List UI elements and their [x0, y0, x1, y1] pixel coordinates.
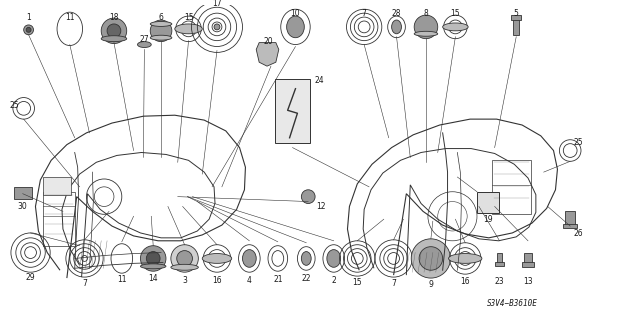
- Ellipse shape: [171, 264, 198, 270]
- Circle shape: [177, 251, 193, 266]
- Text: 23: 23: [495, 277, 504, 286]
- Circle shape: [147, 252, 160, 265]
- Ellipse shape: [301, 252, 311, 265]
- Text: 15: 15: [184, 13, 193, 22]
- Text: 14: 14: [148, 274, 158, 283]
- Bar: [492, 160, 531, 214]
- Bar: [44, 177, 71, 195]
- Text: 16: 16: [460, 277, 470, 286]
- Text: 28: 28: [392, 9, 401, 18]
- Ellipse shape: [392, 20, 401, 34]
- Bar: [565, 211, 575, 227]
- Bar: [14, 187, 31, 199]
- Text: 6: 6: [159, 13, 163, 22]
- Circle shape: [107, 24, 121, 38]
- Text: 15: 15: [353, 278, 362, 287]
- Circle shape: [412, 239, 451, 278]
- Circle shape: [214, 24, 220, 30]
- Text: 25: 25: [573, 138, 583, 147]
- Text: 26: 26: [573, 229, 583, 238]
- Circle shape: [26, 27, 31, 32]
- Text: 3: 3: [182, 276, 187, 285]
- Text: 21: 21: [273, 275, 282, 284]
- Circle shape: [414, 15, 438, 39]
- Text: 27: 27: [140, 35, 149, 44]
- Bar: [522, 263, 534, 267]
- Text: 4: 4: [247, 276, 252, 285]
- Text: 7: 7: [362, 9, 367, 18]
- Ellipse shape: [287, 16, 304, 38]
- Circle shape: [140, 246, 166, 271]
- Bar: [513, 19, 519, 35]
- Text: 25: 25: [10, 101, 20, 110]
- Ellipse shape: [150, 35, 172, 40]
- Text: 29: 29: [26, 273, 35, 282]
- Text: 7: 7: [391, 279, 396, 288]
- Text: 18: 18: [109, 13, 118, 22]
- Circle shape: [419, 247, 443, 270]
- Text: 5: 5: [514, 9, 518, 18]
- Ellipse shape: [175, 24, 202, 34]
- Circle shape: [101, 18, 127, 44]
- Text: 19: 19: [483, 215, 493, 224]
- Text: 7: 7: [82, 279, 87, 288]
- Text: 13: 13: [523, 277, 533, 286]
- Ellipse shape: [202, 254, 232, 263]
- Bar: [495, 263, 504, 266]
- Ellipse shape: [150, 21, 172, 26]
- Text: 17: 17: [212, 0, 222, 8]
- Circle shape: [301, 190, 315, 204]
- Circle shape: [150, 20, 172, 41]
- Text: S3V4−B3610E: S3V4−B3610E: [487, 299, 538, 308]
- Bar: [511, 15, 521, 20]
- Text: 11: 11: [65, 13, 74, 22]
- Bar: [477, 192, 499, 213]
- Text: 22: 22: [301, 274, 311, 283]
- Ellipse shape: [243, 250, 256, 267]
- Ellipse shape: [101, 36, 127, 41]
- Text: 20: 20: [263, 37, 273, 46]
- Text: 24: 24: [314, 76, 324, 85]
- Bar: [44, 192, 75, 246]
- Text: 30: 30: [18, 202, 28, 211]
- Ellipse shape: [414, 31, 438, 36]
- Bar: [524, 253, 532, 264]
- Bar: [563, 224, 577, 228]
- Ellipse shape: [138, 41, 151, 48]
- Circle shape: [24, 25, 33, 35]
- Ellipse shape: [327, 250, 340, 267]
- Text: 8: 8: [424, 9, 428, 18]
- Ellipse shape: [443, 23, 468, 31]
- Text: 1: 1: [26, 13, 31, 22]
- Ellipse shape: [140, 264, 166, 269]
- Text: 2: 2: [332, 276, 336, 285]
- Text: 15: 15: [451, 9, 460, 18]
- Circle shape: [171, 245, 198, 272]
- Text: 12: 12: [316, 202, 326, 211]
- Text: 9: 9: [428, 280, 433, 289]
- Bar: [497, 253, 502, 264]
- Text: 10: 10: [291, 9, 300, 18]
- Polygon shape: [256, 43, 279, 66]
- Text: 11: 11: [117, 275, 127, 284]
- Ellipse shape: [449, 254, 482, 263]
- Text: 16: 16: [212, 276, 222, 285]
- Bar: [275, 79, 310, 143]
